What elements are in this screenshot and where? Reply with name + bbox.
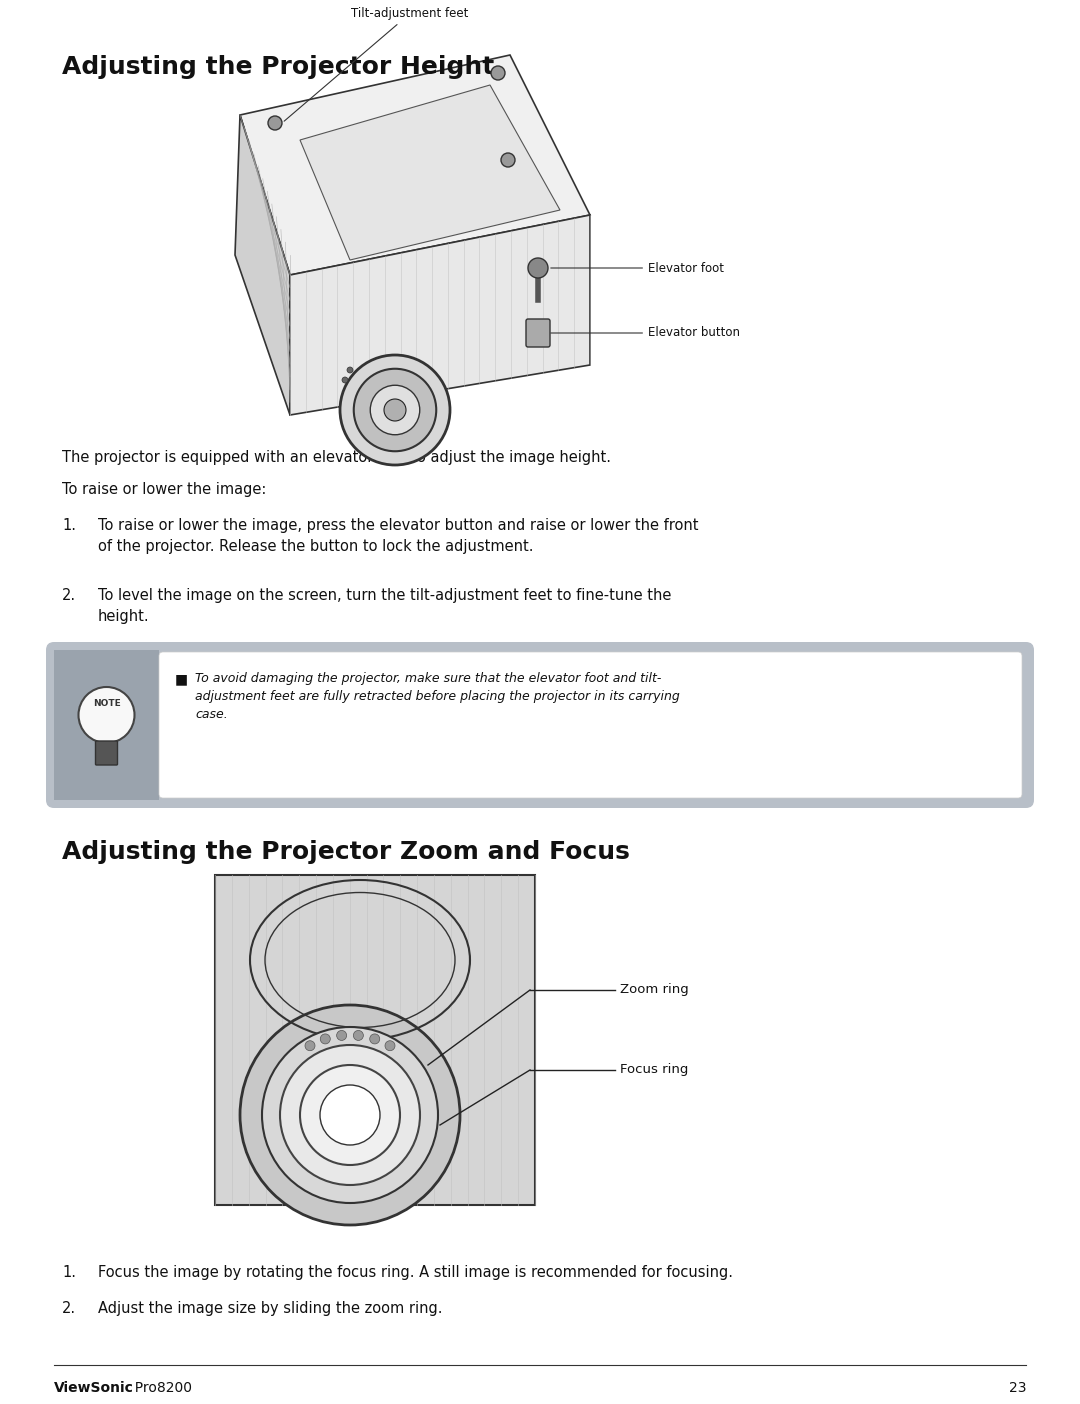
Circle shape — [321, 1033, 330, 1045]
Text: Focus the image by rotating the focus ring. A still image is recommended for foc: Focus the image by rotating the focus ri… — [98, 1265, 733, 1280]
FancyBboxPatch shape — [95, 741, 118, 765]
Circle shape — [384, 399, 406, 421]
Text: Adjusting the Projector Height: Adjusting the Projector Height — [62, 55, 495, 79]
Text: To avoid damaging the projector, make sure that the elevator foot and tilt-
adju: To avoid damaging the projector, make su… — [195, 673, 679, 722]
FancyBboxPatch shape — [159, 651, 1022, 797]
Text: Adjusting the Projector Zoom and Focus: Adjusting the Projector Zoom and Focus — [62, 840, 630, 863]
Text: To raise or lower the image, press the elevator button and raise or lower the fr: To raise or lower the image, press the e… — [98, 518, 699, 555]
Text: Adjust the image size by sliding the zoom ring.: Adjust the image size by sliding the zoo… — [98, 1302, 443, 1316]
FancyBboxPatch shape — [46, 642, 1034, 807]
Text: Pro8200: Pro8200 — [126, 1382, 192, 1396]
Circle shape — [262, 1026, 438, 1203]
Circle shape — [501, 153, 515, 167]
Text: Zoom ring: Zoom ring — [620, 983, 689, 997]
Text: 1.: 1. — [62, 1265, 76, 1280]
FancyBboxPatch shape — [526, 319, 550, 347]
Circle shape — [268, 117, 282, 131]
Circle shape — [354, 369, 436, 451]
Bar — [215, 875, 535, 1205]
Circle shape — [240, 1005, 460, 1226]
Circle shape — [384, 1040, 395, 1050]
Text: ViewSonic: ViewSonic — [54, 1382, 134, 1396]
Circle shape — [280, 1045, 420, 1185]
Text: ■: ■ — [175, 673, 188, 687]
Text: 2.: 2. — [62, 1302, 76, 1316]
Text: Elevator button: Elevator button — [551, 327, 740, 340]
Circle shape — [320, 1085, 380, 1146]
Polygon shape — [235, 115, 291, 416]
Circle shape — [342, 378, 348, 383]
Circle shape — [305, 1040, 315, 1050]
Bar — [54, 650, 159, 800]
Text: 1.: 1. — [62, 518, 76, 534]
Text: The projector is equipped with an elevator foot to adjust the image height.: The projector is equipped with an elevat… — [62, 451, 611, 465]
Polygon shape — [291, 215, 590, 416]
Circle shape — [369, 1033, 380, 1045]
Circle shape — [340, 355, 450, 465]
Polygon shape — [300, 86, 561, 260]
Text: Focus ring: Focus ring — [620, 1063, 688, 1077]
Circle shape — [347, 366, 353, 373]
Text: 23: 23 — [1009, 1382, 1026, 1396]
Polygon shape — [240, 55, 590, 275]
Circle shape — [491, 66, 505, 80]
Text: Elevator foot: Elevator foot — [551, 261, 724, 275]
Circle shape — [370, 385, 420, 435]
Circle shape — [300, 1066, 400, 1165]
Text: NOTE: NOTE — [93, 699, 120, 708]
Text: 2.: 2. — [62, 588, 76, 602]
Text: To level the image on the screen, turn the tilt-adjustment feet to fine-tune the: To level the image on the screen, turn t… — [98, 588, 672, 623]
Circle shape — [528, 258, 548, 278]
Circle shape — [79, 687, 135, 743]
Text: To raise or lower the image:: To raise or lower the image: — [62, 482, 267, 497]
Text: Tilt-adjustment feet: Tilt-adjustment feet — [284, 7, 469, 121]
Circle shape — [353, 1031, 363, 1040]
Circle shape — [337, 1031, 347, 1040]
